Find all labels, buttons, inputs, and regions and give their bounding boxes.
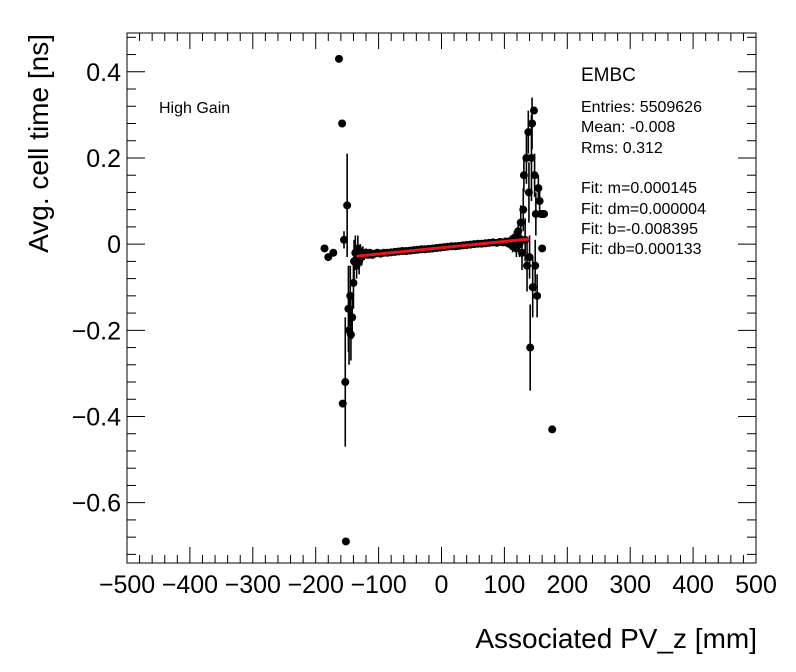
data-point [344,304,353,313]
x-tick-label: 200 [546,571,588,599]
data-point [346,291,355,300]
fit-line-group [356,237,530,258]
data-point [338,399,347,408]
y-tick-label: −0.6 [72,490,121,518]
data-point [518,248,527,257]
x-tick-label: −500 [99,571,155,599]
x-tick-label: −400 [162,571,218,599]
data-point [548,425,557,434]
fit-line [356,237,530,258]
stats-fit-b: Fit: b=-0.008395 [581,221,698,238]
stats-rms: Rms: 0.312 [581,140,663,157]
data-point [340,235,349,244]
data-point [529,106,538,115]
data-point [526,343,535,352]
x-tick-label: 400 [672,571,714,599]
stats-title: EMBC [581,65,636,86]
stats-fit-db: Fit: db=0.000133 [581,241,702,258]
data-point [528,119,537,128]
data-point [524,188,533,197]
x-tick-label: 500 [735,571,777,599]
y-tick-label: 0 [107,231,121,259]
y-tick-label: 0.2 [86,145,121,173]
data-point [334,54,343,63]
stats-fit-m: Fit: m=0.000145 [581,180,697,197]
data-point [514,227,523,236]
data-point [515,240,524,249]
y-tick-label: 0.4 [86,59,121,87]
data-point [349,278,358,287]
x-tick-label: 0 [435,571,449,599]
stats-box: EMBC Entries: 5509626 Mean: -0.008 Rms: … [581,65,706,258]
x-tick-label: −200 [288,571,344,599]
x-axis-title: Associated PV_z [mm] [475,623,757,654]
data-point [534,184,543,193]
tick-labels: −500 −400 −300 −200 −100 0 100 200 300 400 500 0.4 0… [72,59,777,599]
data-point [533,291,542,300]
plot-frame [126,32,757,564]
x-tick-label: −100 [350,571,406,599]
data-point [346,330,355,339]
x-tick-label: 300 [609,571,651,599]
data-point [530,171,539,180]
data-point [535,197,544,206]
data-point [348,313,357,322]
data-point [519,171,528,180]
data-point [338,119,347,128]
data-point [538,244,547,253]
stats-fit-dm: Fit: dm=0.000004 [581,201,706,218]
data-point [528,283,537,292]
y-tick-label: −0.2 [72,317,121,345]
data-point [329,248,338,257]
stats-mean: Mean: -0.008 [581,119,675,136]
stats-entries: Entries: 5509626 [581,99,702,116]
data-point [341,537,350,546]
x-tick-label: −300 [225,571,281,599]
data-point [540,209,549,218]
data-point [516,218,525,227]
data-point [531,261,540,270]
y-tick-label: −0.4 [72,403,121,431]
high-gain-label: High Gain [159,100,230,117]
data-point [320,244,329,253]
x-tick-label: 100 [484,571,526,599]
data-point [524,128,533,137]
data-point [523,261,532,270]
data-point [343,201,352,210]
data-point [525,253,534,262]
data-point [341,378,350,387]
y-axis-title: Avg. cell time [ns] [23,34,54,253]
data-point [527,153,536,162]
data-point [519,205,528,214]
